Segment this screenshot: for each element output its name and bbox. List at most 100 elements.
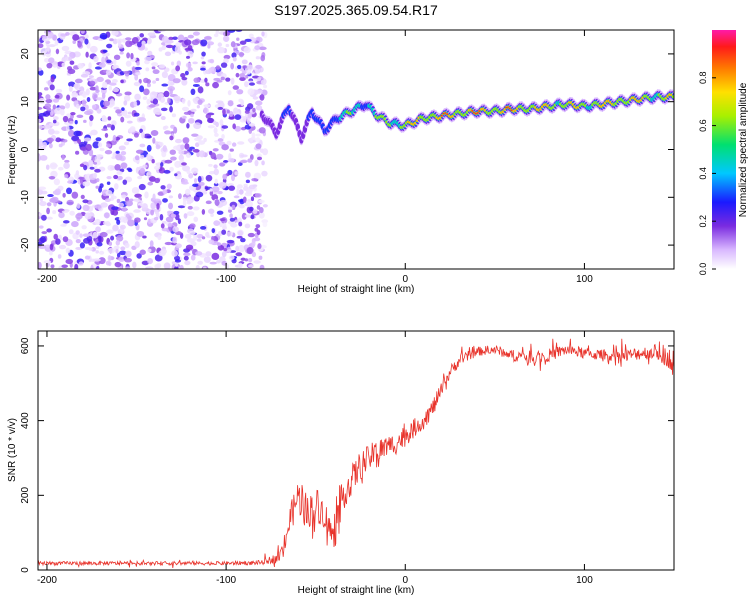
heatmap-cell (145, 67, 150, 72)
heatmap-cell (215, 153, 224, 160)
heatmap-cell (90, 264, 94, 269)
heatmap-cell (196, 238, 202, 242)
heatmap-cell (84, 110, 93, 116)
heatmap-cell (262, 204, 268, 208)
heatmap-cell (161, 150, 167, 158)
heatmap-cell (186, 211, 195, 217)
x-tick-label: -100 (216, 575, 236, 586)
heatmap-cell (205, 174, 213, 182)
heatmap-cell (115, 109, 122, 114)
heatmap-cell (91, 154, 96, 162)
heatmap-cell (162, 198, 168, 203)
heatmap-cell (46, 45, 50, 52)
heatmap-cell (142, 96, 148, 100)
heatmap-cell (99, 32, 108, 40)
heatmap-cell (94, 204, 102, 209)
heatmap-cell (130, 52, 134, 60)
heatmap-cell (86, 97, 91, 103)
heatmap-cell (115, 248, 119, 254)
heatmap-cell (88, 149, 94, 157)
heatmap-cell (177, 34, 185, 42)
heatmap-cell (106, 43, 113, 49)
heatmap-cell (184, 143, 190, 150)
heatmap-cell (230, 62, 235, 70)
heatmap-cell (113, 174, 119, 180)
heatmap-cell (65, 247, 71, 254)
heatmap-cell (217, 46, 225, 54)
heatmap-cell (254, 45, 261, 51)
heatmap-cell (142, 235, 147, 239)
heatmap-cell (132, 261, 137, 269)
heatmap-cell (126, 52, 131, 59)
heatmap-cell (136, 231, 145, 237)
heatmap-cell (187, 99, 191, 107)
heatmap-cell (195, 191, 204, 198)
heatmap-cell (123, 141, 130, 146)
heatmap-cell (213, 182, 219, 187)
heatmap-cell (166, 39, 174, 44)
heatmap-cell (208, 163, 213, 167)
heatmap-cell (149, 240, 154, 248)
colorbar-tick-label: 0.2 (698, 215, 708, 228)
heatmap-cell (180, 73, 186, 78)
heatmap-cell (42, 141, 48, 148)
heatmap-cell (113, 54, 121, 61)
heatmap-cell (238, 189, 244, 195)
heatmap-cell (152, 137, 156, 144)
heatmap-cell (133, 81, 141, 87)
heatmap-cell (258, 255, 263, 260)
heatmap-cell (154, 254, 163, 262)
heatmap-cell (127, 219, 135, 227)
heatmap-cell (99, 183, 104, 189)
heatmap-cell (229, 217, 235, 222)
heatmap-cell (144, 59, 150, 65)
heatmap-cell (247, 111, 252, 119)
heatmap-cell (184, 233, 192, 239)
chart-title: S197.2025.365.09.54.R17 (274, 2, 438, 18)
heatmap-cell (72, 34, 80, 41)
heatmap-cell (245, 171, 251, 178)
heatmap-cell (74, 78, 83, 84)
heatmap-cell (233, 195, 240, 199)
heatmap-cell (69, 60, 75, 65)
heatmap-cell (39, 200, 47, 207)
heatmap-cell (174, 45, 181, 53)
heatmap-cell (255, 64, 262, 69)
heatmap-cell (95, 137, 102, 142)
heatmap-cell (104, 133, 109, 138)
heatmap-cell (107, 116, 112, 121)
heatmap-cell (211, 194, 219, 201)
heatmap-cell (263, 84, 268, 89)
heatmap-cell (134, 155, 140, 161)
heatmap-cell (115, 150, 120, 154)
heatmap-cell (53, 130, 60, 135)
heatmap-cell (248, 123, 256, 127)
heatmap-cell (112, 87, 120, 93)
heatmap-cell (210, 152, 217, 160)
heatmap-cell (226, 249, 232, 253)
heatmap-cell (196, 234, 204, 239)
heatmap-cell (69, 210, 75, 216)
heatmap-cell (75, 239, 81, 244)
heatmap-cell (193, 122, 202, 130)
heatmap-cell (181, 98, 186, 104)
heatmap-cell (236, 188, 240, 196)
heatmap-cell (120, 109, 128, 117)
heatmap-cell (80, 106, 86, 112)
heatmap-cell (103, 221, 107, 225)
heatmap-cell (239, 40, 247, 45)
heatmap-cell (221, 125, 229, 129)
heatmap-cell (47, 31, 54, 39)
heatmap-cell (164, 159, 173, 164)
heatmap-cell (164, 51, 172, 57)
heatmap-cell (201, 236, 206, 240)
heatmap-cell (46, 62, 53, 69)
heatmap-cell (181, 162, 187, 166)
heatmap-cell (223, 54, 231, 60)
heatmap-cell (112, 209, 119, 216)
heatmap-cell (107, 255, 112, 262)
heatmap-cell (222, 173, 228, 180)
heatmap-cell (121, 107, 125, 112)
heatmap-cell (244, 38, 252, 42)
heatmap-cell (214, 199, 220, 206)
